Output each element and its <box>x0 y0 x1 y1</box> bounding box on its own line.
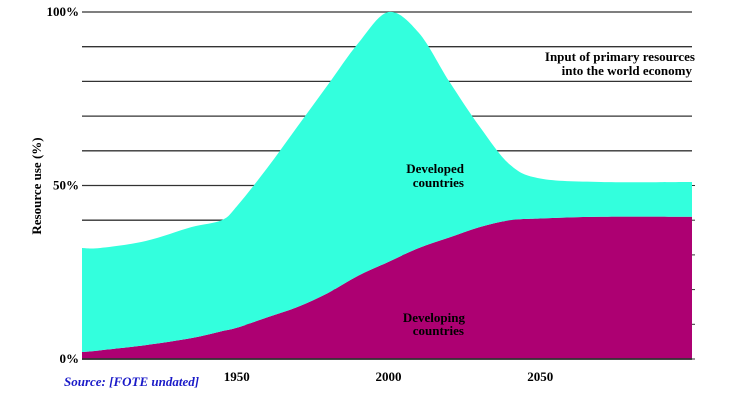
developed-label-line-2: countries <box>413 175 464 190</box>
x-tick-label: 2000 <box>376 369 402 384</box>
developing-label-line-2: countries <box>413 323 464 338</box>
y-tick-label: 100% <box>47 4 80 19</box>
x-tick-labels: 1950 2000 2050 <box>224 369 553 384</box>
chart-title-line-1: Input of primary resources <box>545 49 695 64</box>
chart-title-line-2: into the world economy <box>562 63 693 78</box>
area-developed-countries <box>82 11 692 353</box>
area-developing-countries <box>82 216 692 359</box>
x-tick-label: 1950 <box>224 369 250 384</box>
x-tick-label: 2050 <box>527 369 553 384</box>
y-tick-labels: 0% 50% 100% <box>47 4 80 366</box>
developing-label-line-1: Developing <box>403 310 466 325</box>
y-tick-label: 0% <box>60 351 80 366</box>
y-axis-title: Resource use (%) <box>29 137 44 234</box>
developed-label-line-1: Developed <box>406 161 465 176</box>
y-tick-label: 50% <box>53 178 79 193</box>
source-note: Source: [FOTE undated] <box>64 374 200 389</box>
axes <box>82 185 695 360</box>
area-layer <box>82 11 692 359</box>
